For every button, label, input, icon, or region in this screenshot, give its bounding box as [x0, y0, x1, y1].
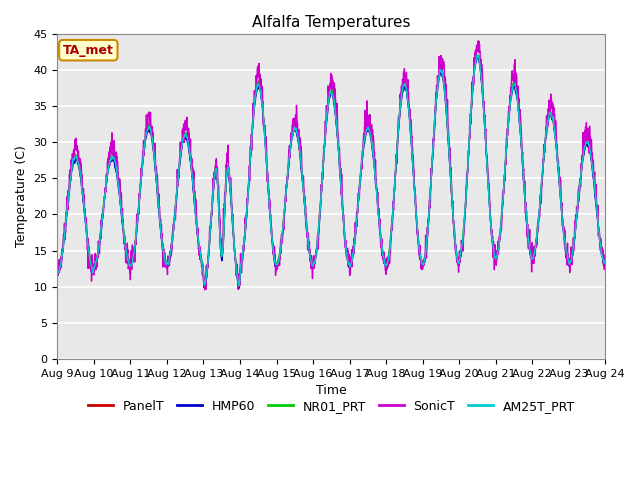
SonicT — [424, 226, 431, 232]
NR01_PRT — [472, 53, 480, 59]
PanelT — [54, 268, 61, 274]
Line: HMP60: HMP60 — [58, 56, 605, 288]
HMP60 — [485, 200, 493, 206]
AM25T_PRT — [602, 257, 609, 263]
HMP60 — [424, 230, 431, 236]
NR01_PRT — [152, 169, 159, 175]
SonicT — [311, 261, 319, 266]
SonicT — [152, 168, 159, 174]
Legend: PanelT, HMP60, NR01_PRT, SonicT, AM25T_PRT: PanelT, HMP60, NR01_PRT, SonicT, AM25T_P… — [83, 395, 580, 418]
AM25T_PRT — [152, 171, 159, 177]
NR01_PRT — [601, 261, 609, 266]
SonicT — [201, 287, 209, 293]
Y-axis label: Temperature (C): Temperature (C) — [15, 145, 28, 247]
AM25T_PRT — [485, 200, 493, 205]
AM25T_PRT — [454, 259, 462, 265]
Title: Alfalfa Temperatures: Alfalfa Temperatures — [252, 15, 410, 30]
NR01_PRT — [485, 196, 493, 202]
SonicT — [474, 38, 482, 44]
PanelT — [601, 262, 609, 268]
HMP60 — [152, 172, 159, 178]
AM25T_PRT — [601, 259, 609, 264]
NR01_PRT — [54, 269, 61, 275]
SonicT — [602, 265, 609, 271]
HMP60 — [474, 53, 481, 59]
AM25T_PRT — [311, 259, 319, 265]
Text: TA_met: TA_met — [63, 44, 114, 57]
PanelT — [474, 52, 481, 58]
HMP60 — [236, 286, 243, 291]
HMP60 — [311, 259, 319, 265]
PanelT — [602, 261, 609, 267]
HMP60 — [454, 262, 462, 268]
SonicT — [454, 256, 462, 262]
PanelT — [200, 285, 208, 290]
NR01_PRT — [201, 281, 209, 287]
Line: AM25T_PRT: AM25T_PRT — [58, 55, 605, 286]
HMP60 — [54, 272, 61, 278]
NR01_PRT — [311, 257, 319, 263]
HMP60 — [602, 265, 609, 271]
Line: SonicT: SonicT — [58, 41, 605, 290]
SonicT — [54, 271, 61, 277]
AM25T_PRT — [424, 228, 431, 234]
PanelT — [311, 258, 319, 264]
AM25T_PRT — [235, 283, 243, 289]
AM25T_PRT — [54, 268, 61, 274]
AM25T_PRT — [473, 52, 481, 58]
SonicT — [601, 263, 609, 269]
NR01_PRT — [424, 225, 431, 230]
SonicT — [485, 185, 493, 191]
HMP60 — [601, 263, 609, 269]
NR01_PRT — [454, 257, 462, 263]
Line: NR01_PRT: NR01_PRT — [58, 56, 605, 284]
PanelT — [485, 196, 493, 202]
PanelT — [152, 170, 159, 176]
X-axis label: Time: Time — [316, 384, 347, 397]
PanelT — [424, 227, 431, 233]
NR01_PRT — [602, 259, 609, 265]
PanelT — [454, 259, 462, 265]
Line: PanelT: PanelT — [58, 55, 605, 288]
